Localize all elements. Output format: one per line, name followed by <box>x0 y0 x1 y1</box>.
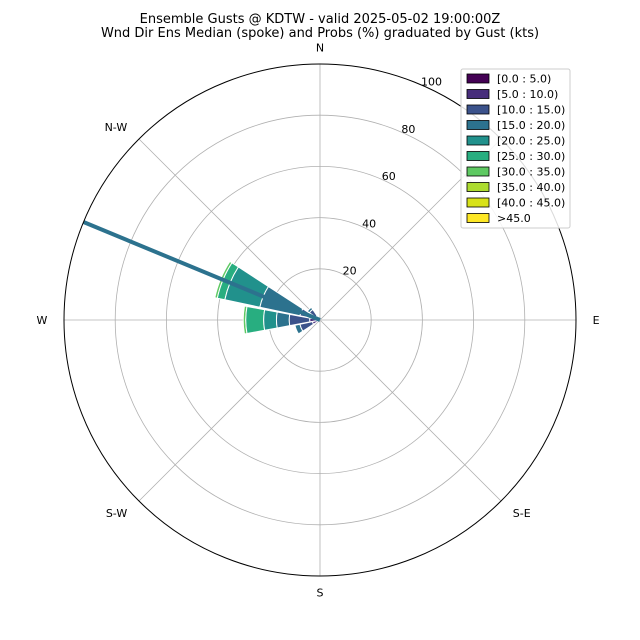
legend-swatch-0 <box>466 73 490 84</box>
chart-subtitle: Wnd Dir Ens Median (spoke) and Probs (%)… <box>101 26 539 41</box>
direction-label-0: N <box>316 41 324 54</box>
direction-label-2: W <box>36 314 47 327</box>
legend-label-4: [20.0 : 25.0) <box>497 135 565 148</box>
legend-swatch-4 <box>466 135 490 146</box>
r-tick-label-3: 80 <box>401 123 415 136</box>
legend-swatch-8 <box>466 197 490 208</box>
direction-label-3: S-W <box>106 507 128 520</box>
direction-labels: N N-W W S-W S S-E E <box>36 41 599 599</box>
direction-label-1: N-W <box>105 121 128 134</box>
legend: [0.0 : 5.0) [5.0 : 10.0) [10.0 : 15.0) [15.… <box>460 68 571 229</box>
r-tick-label-1: 40 <box>362 217 376 230</box>
grid-spoke-5 <box>138 319 321 502</box>
sector-0-bin-5 <box>245 305 266 335</box>
legend-label-7: [35.0 : 40.0) <box>497 181 565 194</box>
legend-swatch-6 <box>466 166 490 177</box>
polar-grid <box>64 64 576 576</box>
outer-ring <box>63 63 577 577</box>
legend-label-8: [40.0 : 45.0) <box>497 197 565 210</box>
legend-label-1: [5.0 : 10.0) <box>497 88 558 101</box>
legend-swatch-9 <box>466 213 490 223</box>
legend-label-5: [25.0 : 30.0) <box>497 150 565 163</box>
direction-label-4: S <box>317 587 324 600</box>
r-tick-label-2: 60 <box>382 170 396 183</box>
direction-label-6: E <box>593 314 600 327</box>
legend-swatch-1 <box>466 89 490 99</box>
radial-tick-labels: 20 40 60 80 100 <box>343 75 442 277</box>
grid-spoke-3 <box>319 319 502 502</box>
legend-label-2: [10.0 : 15.0) <box>497 104 565 117</box>
r-tick-label-4: 100 <box>421 75 442 88</box>
spoke-line <box>82 220 321 322</box>
legend-label-6: [30.0 : 35.0) <box>497 166 565 179</box>
sector-0-bin-4 <box>263 309 278 331</box>
sector-0-bin-3 <box>275 311 291 329</box>
median-spoke <box>82 220 321 322</box>
r-tick-label-0: 20 <box>343 265 357 278</box>
legend-swatch-3 <box>466 120 490 130</box>
legend-swatch-2 <box>466 104 490 115</box>
legend-label-9: >45.0 <box>497 212 531 225</box>
grid-spoke-7 <box>138 138 321 321</box>
legend-label-3: [15.0 : 20.0) <box>497 119 565 132</box>
chart-title: Ensemble Gusts @ KDTW - valid 2025-05-02… <box>140 12 501 27</box>
direction-label-5: S-E <box>513 507 531 520</box>
legend-swatch-7 <box>466 182 490 192</box>
legend-swatch-5 <box>466 151 490 161</box>
legend-label-0: [0.0 : 5.0) <box>497 73 551 86</box>
